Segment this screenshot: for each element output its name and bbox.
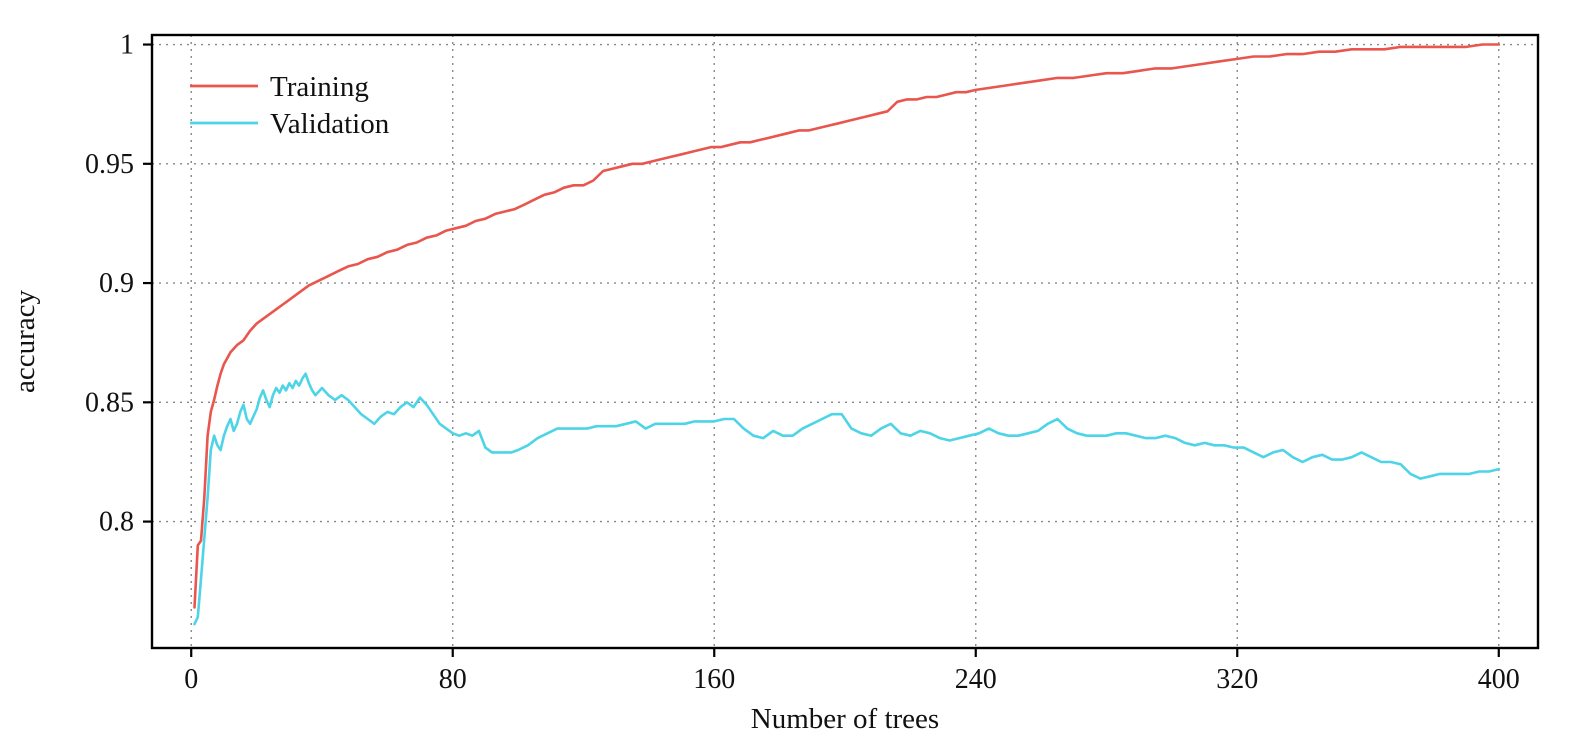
x-axis-label: Number of trees bbox=[751, 703, 939, 735]
x-tick-label: 240 bbox=[955, 664, 997, 695]
y-tick-label: 0.95 bbox=[85, 149, 134, 180]
x-tick-label: 160 bbox=[693, 664, 735, 695]
validation-series-line bbox=[193, 372, 1501, 626]
training-series-line bbox=[193, 43, 1501, 609]
legend-label-training: Training bbox=[270, 71, 369, 103]
plot-border bbox=[150, 33, 1540, 650]
x-tick-label: 400 bbox=[1478, 664, 1520, 695]
y-tick-label: 0.85 bbox=[85, 387, 134, 418]
x-tick-label: 320 bbox=[1216, 664, 1258, 695]
y-axis-label: accuracy bbox=[9, 289, 41, 393]
y-tick-label: 0.9 bbox=[99, 268, 134, 299]
x-tick-label: 80 bbox=[439, 664, 467, 695]
x-tick-label: 0 bbox=[184, 664, 198, 695]
y-tick-label: 1 bbox=[120, 30, 134, 61]
legend-label-validation: Validation bbox=[270, 108, 390, 140]
y-tick-label: 0.8 bbox=[99, 507, 134, 538]
